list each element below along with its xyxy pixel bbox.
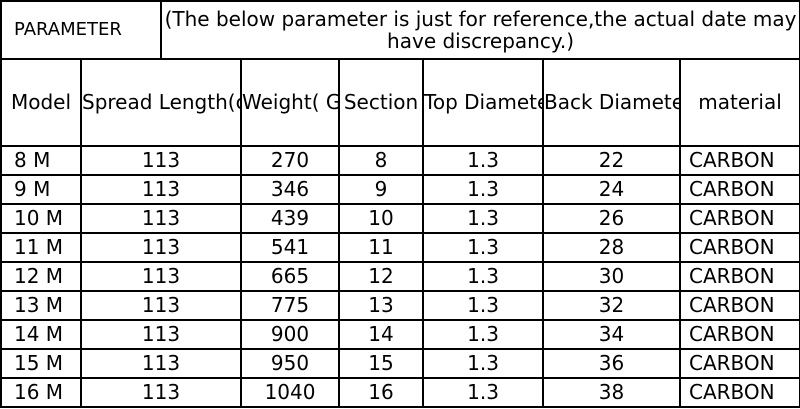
spread-length-cell: 113 [79, 261, 243, 292]
section-cell: 12 [338, 261, 425, 292]
table-row: 9 M 113 346 9 1.3 24 CARBON [0, 174, 800, 205]
back-diameter-cell: 32 [542, 290, 682, 321]
table-row: 16 M 113 1040 16 1.3 38 CARBON [0, 377, 800, 408]
top-diameter-cell: 1.3 [422, 348, 545, 379]
section-cell: 8 [338, 145, 425, 176]
spread-length-cell: 113 [79, 203, 243, 234]
spread-length-cell: 113 [79, 232, 243, 263]
section-cell: 13 [338, 290, 425, 321]
top-diameter-cell: 1.3 [422, 145, 545, 176]
back-diameter-cell: 36 [542, 348, 682, 379]
weight-cell: 270 [240, 145, 341, 176]
table-row: 15 M 113 950 15 1.3 36 CARBON [0, 348, 800, 379]
weight-cell: 541 [240, 232, 341, 263]
back-diameter-cell: 26 [542, 203, 682, 234]
section-cell: 9 [338, 174, 425, 205]
section-cell: 16 [338, 377, 425, 408]
top-diameter-cell: 1.3 [422, 290, 545, 321]
material-cell: CARBON [679, 290, 800, 321]
table-row: 14 M 113 900 14 1.3 34 CARBON [0, 319, 800, 350]
weight-cell: 1040 [240, 377, 341, 408]
model-cell: 15 M [0, 348, 82, 379]
parameter-label: PARAMETER [0, 0, 163, 60]
back-diameter-cell: 38 [542, 377, 682, 408]
column-header-back-diameter: Back Diameter(m m) [542, 58, 682, 147]
table-row: 13 M 113 775 13 1.3 32 CARBON [0, 290, 800, 321]
spread-length-cell: 113 [79, 145, 243, 176]
parameter-header-row: PARAMETER (The below parameter is just f… [0, 0, 800, 60]
model-cell: 16 M [0, 377, 82, 408]
material-cell: CARBON [679, 319, 800, 350]
column-header-material: material [679, 58, 800, 147]
back-diameter-cell: 28 [542, 232, 682, 263]
spread-length-cell: 113 [79, 348, 243, 379]
model-cell: 9 M [0, 174, 82, 205]
back-diameter-cell: 30 [542, 261, 682, 292]
section-cell: 11 [338, 232, 425, 263]
material-cell: CARBON [679, 232, 800, 263]
column-header-section: Section [338, 58, 425, 147]
spread-length-cell: 113 [79, 319, 243, 350]
top-diameter-cell: 1.3 [422, 232, 545, 263]
column-header-weight: Weight( G) [240, 58, 341, 147]
material-cell: CARBON [679, 145, 800, 176]
spread-length-cell: 113 [79, 290, 243, 321]
model-cell: 14 M [0, 319, 82, 350]
column-header-spread-length: Spread Length(cm) [79, 58, 243, 147]
weight-cell: 346 [240, 174, 341, 205]
table-row: 11 M 113 541 11 1.3 28 CARBON [0, 232, 800, 263]
material-cell: CARBON [679, 377, 800, 408]
model-cell: 13 M [0, 290, 82, 321]
column-header-top-diameter: Top Diameter( mm) [422, 58, 545, 147]
table-row: 8 M 113 270 8 1.3 22 CARBON [0, 145, 800, 176]
weight-cell: 775 [240, 290, 341, 321]
table-row: 12 M 113 665 12 1.3 30 CARBON [0, 261, 800, 292]
model-cell: 10 M [0, 203, 82, 234]
model-cell: 11 M [0, 232, 82, 263]
model-cell: 12 M [0, 261, 82, 292]
material-cell: CARBON [679, 203, 800, 234]
material-cell: CARBON [679, 174, 800, 205]
weight-cell: 439 [240, 203, 341, 234]
back-diameter-cell: 34 [542, 319, 682, 350]
top-diameter-cell: 1.3 [422, 174, 545, 205]
section-cell: 15 [338, 348, 425, 379]
column-header-row: Model Spread Length(cm) Weight( G) Secti… [0, 58, 800, 147]
model-cell: 8 M [0, 145, 82, 176]
top-diameter-cell: 1.3 [422, 319, 545, 350]
column-header-model: Model [0, 58, 82, 147]
top-diameter-cell: 1.3 [422, 203, 545, 234]
weight-cell: 900 [240, 319, 341, 350]
material-cell: CARBON [679, 348, 800, 379]
section-cell: 14 [338, 319, 425, 350]
top-diameter-cell: 1.3 [422, 377, 545, 408]
reference-note: (The below parameter is just for referen… [160, 0, 800, 60]
weight-cell: 950 [240, 348, 341, 379]
weight-cell: 665 [240, 261, 341, 292]
back-diameter-cell: 24 [542, 174, 682, 205]
material-cell: CARBON [679, 261, 800, 292]
spread-length-cell: 113 [79, 174, 243, 205]
table-row: 10 M 113 439 10 1.3 26 CARBON [0, 203, 800, 234]
table-body: 8 M 113 270 8 1.3 22 CARBON 9 M 113 346 9 1.3 24 CARB… [0, 145, 800, 408]
section-cell: 10 [338, 203, 425, 234]
spread-length-cell: 113 [79, 377, 243, 408]
top-diameter-cell: 1.3 [422, 261, 545, 292]
back-diameter-cell: 22 [542, 145, 682, 176]
